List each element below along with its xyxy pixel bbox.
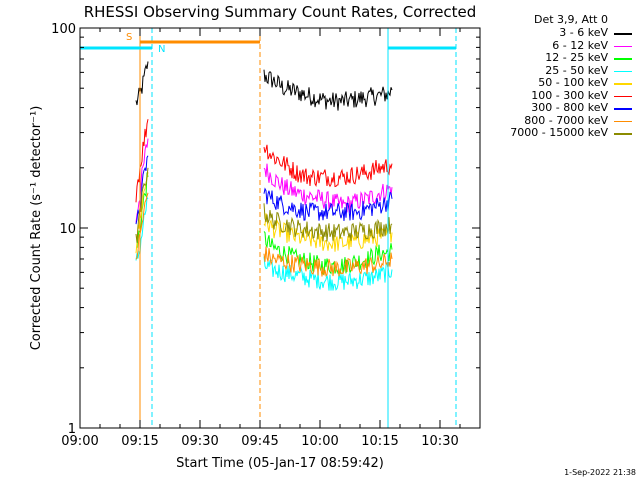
y-axis-label: Corrected Count Rate (s⁻¹ detector⁻¹) — [29, 106, 44, 351]
saa-label: S — [126, 32, 132, 43]
series-line-9 — [135, 167, 149, 243]
legend-swatch — [614, 120, 632, 122]
series-line-9 — [263, 203, 393, 242]
legend-item: 7000 - 15000 keV — [470, 126, 636, 140]
x-tick-label: 09:30 — [181, 434, 218, 449]
series-line-8 — [135, 192, 149, 260]
legend-item-label: 3 - 6 keV — [559, 26, 608, 39]
legend-item: 800 - 7000 keV — [470, 113, 636, 128]
legend-swatch — [614, 58, 632, 60]
legend: Det 3,9, Att 0 3 - 6 keV 6 - 12 keV 12 - 2… — [470, 12, 636, 140]
x-tick-label: 10:15 — [361, 434, 398, 449]
x-tick-label: 10:00 — [301, 434, 338, 449]
y-tick-label: 10 — [59, 222, 76, 237]
x-tick-label: 09:15 — [121, 434, 158, 449]
x-tick-label: 10:30 — [421, 434, 458, 449]
series-line-7 — [263, 187, 393, 221]
series-line-8 — [263, 246, 393, 277]
legend-item: 100 - 300 keV — [470, 88, 636, 103]
legend-item-label: 25 - 50 keV — [545, 63, 608, 77]
legend-swatch — [614, 45, 632, 47]
legend-item: 12 - 25 keV — [470, 51, 636, 65]
series-line-1 — [135, 61, 149, 106]
series-line-4 — [263, 256, 393, 291]
y-tick-label: 100 — [51, 22, 76, 37]
render-timestamp: 1-Sep-2022 21:38 — [564, 468, 636, 477]
legend-swatch — [614, 95, 632, 97]
legend-swatch — [614, 70, 632, 72]
series-line-7 — [135, 155, 149, 225]
plot-area: S N 09:00 09:15 09:30 09:45 10:00 10:15 10:30 1 10… — [51, 22, 481, 449]
legend-swatch — [614, 108, 632, 110]
series-line-2 — [263, 163, 393, 213]
x-axis-label: Start Time (05-Jan-17 08:59:42) — [176, 456, 384, 471]
legend-item-label: 300 - 800 keV — [531, 101, 608, 114]
legend-swatch — [614, 133, 632, 135]
legend-swatch — [614, 83, 632, 85]
series-line-6 — [135, 119, 149, 203]
legend-item-label: 800 - 7000 keV — [524, 113, 608, 127]
legend-item-label: 50 - 100 keV — [538, 76, 608, 89]
legend-item: 6 - 12 keV — [470, 38, 636, 53]
legend-item-label: 100 - 300 keV — [531, 88, 608, 102]
legend-item: 3 - 6 keV — [470, 26, 636, 40]
legend-item-label: 7000 - 15000 keV — [510, 126, 608, 139]
legend-header: Det 3,9, Att 0 — [534, 13, 608, 26]
series-line-6 — [263, 144, 393, 188]
legend-item-label: 6 - 12 keV — [552, 38, 608, 52]
legend-item: 300 - 800 keV — [470, 101, 636, 115]
series-line-5 — [263, 213, 393, 252]
y-tick-label: 1 — [68, 422, 76, 437]
legend-swatch — [614, 33, 632, 35]
night-label: N — [158, 44, 165, 55]
legend-item: 50 - 100 keV — [470, 76, 636, 90]
series-line-4 — [135, 195, 149, 261]
x-tick-label: 09:00 — [61, 434, 98, 449]
legend-item-label: 12 - 25 keV — [545, 51, 608, 64]
x-tick-label: 09:45 — [241, 434, 278, 449]
chart-title: RHESSI Observing Summary Count Rates, Co… — [84, 3, 477, 21]
legend-item: 25 - 50 keV — [470, 63, 636, 78]
series-line-1 — [263, 69, 393, 111]
